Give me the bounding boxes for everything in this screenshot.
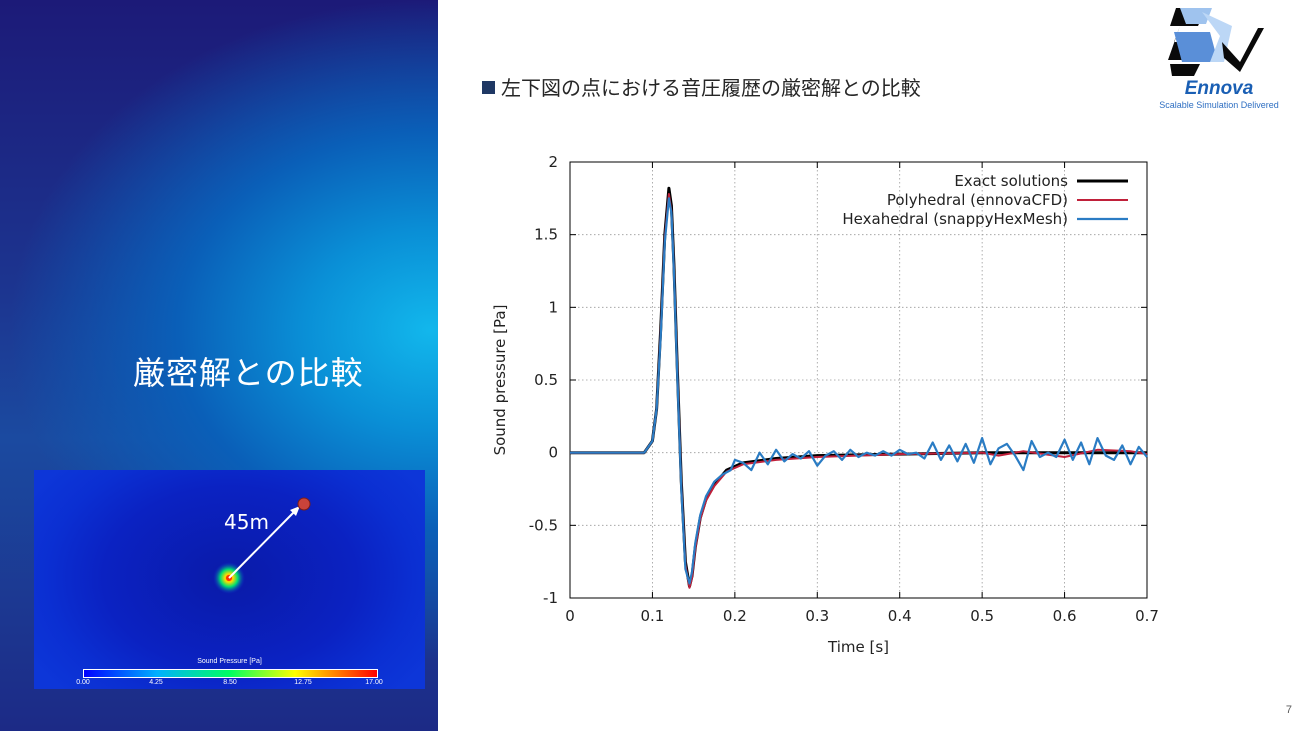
x-tick-label: 0.5 — [970, 607, 994, 625]
colorbar-tick: 12.75 — [294, 679, 312, 686]
distance-label: 45m — [224, 510, 269, 534]
page-number: 7 — [1285, 704, 1292, 716]
legend-label: Exact solutions — [954, 172, 1068, 190]
x-tick-label: 0.7 — [1135, 607, 1159, 625]
x-tick-label: 0.1 — [640, 607, 664, 625]
colorbar-title: Sound Pressure [Pa] — [197, 658, 262, 665]
colorbar-tick: 0.00 — [76, 679, 90, 686]
distance-arrow-line — [228, 509, 297, 579]
y-tick-label: 2 — [548, 153, 558, 171]
x-tick-label: 0 — [565, 607, 575, 625]
slide-title: 厳密解との比較 — [133, 354, 364, 392]
legend-label: Hexahedral (snappyHexMesh) — [842, 210, 1068, 228]
probe-point — [297, 497, 311, 511]
heading-text: 左下図の点における音圧履歴の厳密解との比較 — [501, 76, 921, 100]
x-axis-label: Time [s] — [827, 638, 889, 656]
ennova-logo-icon — [1168, 8, 1264, 76]
colorbar-tick: 17.00 — [365, 679, 383, 686]
x-tick-label: 0.3 — [805, 607, 829, 625]
simulation-graphics — [213, 497, 311, 594]
sound-pressure-chart: 0 0.1 0.2 0.3 0.4 0.5 0.6 0.7 -1 -0.5 0 0.5 1 1.5 2 Tim… — [491, 153, 1159, 656]
y-tick-label: 1.5 — [534, 226, 558, 244]
bullet-heading: 左下図の点における音圧履歴の厳密解との比較 — [482, 72, 921, 101]
left-panel: 厳密解との比較 45m Sound Pressure [Pa] 0.00 4.2… — [0, 0, 438, 731]
series-line-0 — [570, 186, 1147, 588]
y-tick-label: -0.5 — [529, 516, 558, 534]
colorbar-tick: 4.25 — [149, 679, 163, 686]
y-tick-label: 0 — [548, 444, 558, 462]
logo-name: Ennova — [1184, 78, 1254, 99]
bullet-square-icon — [482, 81, 495, 94]
y-tick-label: 0.5 — [534, 371, 558, 389]
colorbar-tick: 8.50 — [223, 679, 237, 686]
series-line-2 — [570, 197, 1148, 585]
y-tick-label: 1 — [548, 298, 558, 316]
colorbar — [83, 669, 378, 678]
logo-tagline: Scalable Simulation Delivered — [1159, 100, 1279, 110]
x-tick-label: 0.2 — [723, 607, 747, 625]
y-tick-label: -1 — [543, 589, 558, 607]
legend-label: Polyhedral (ennovaCFD) — [887, 191, 1068, 209]
x-tick-label: 0.6 — [1053, 607, 1077, 625]
x-tick-label: 0.4 — [888, 607, 912, 625]
y-axis-label: Sound pressure [Pa] — [491, 305, 509, 456]
simulation-image: 45m Sound Pressure [Pa] 0.00 4.25 8.50 1… — [34, 470, 425, 689]
distance-arrow-head — [290, 506, 300, 516]
